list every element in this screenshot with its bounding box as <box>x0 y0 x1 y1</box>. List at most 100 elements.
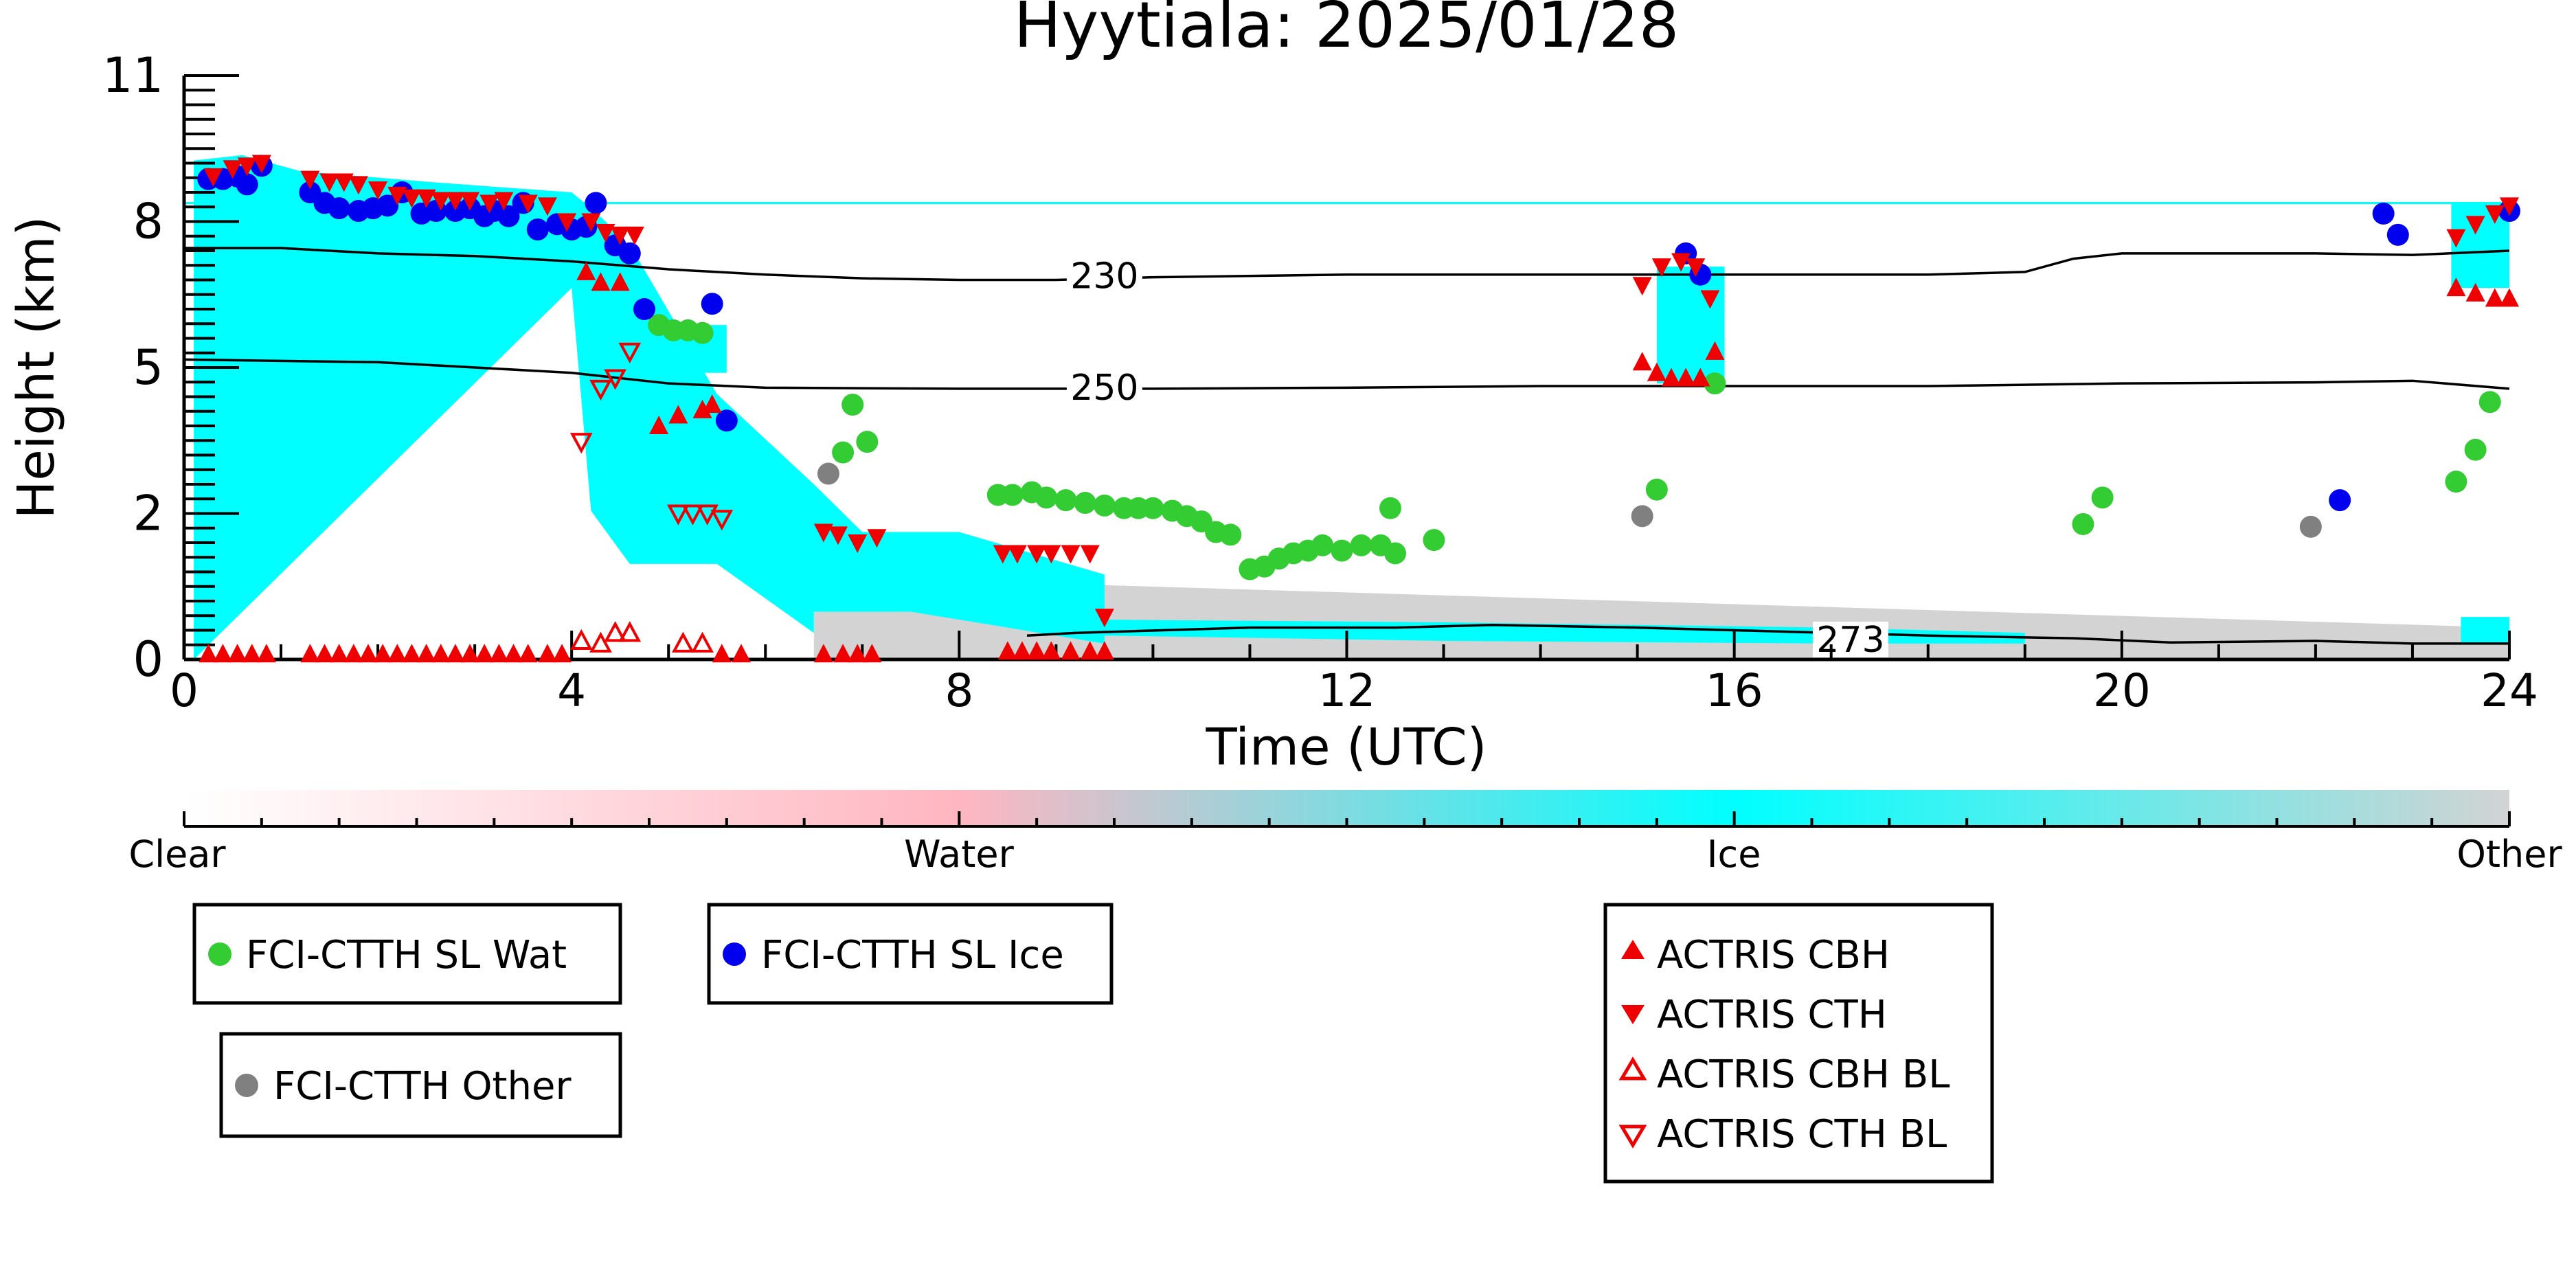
marker-triangle-up <box>329 644 349 663</box>
marker-triangle-down <box>1061 545 1081 564</box>
marker-triangle-up <box>445 644 465 663</box>
marker-triangle-down <box>223 160 242 179</box>
marker-circle <box>841 394 864 416</box>
ice-region-4 <box>2461 617 2509 644</box>
marker-circle <box>328 197 350 220</box>
legend-fci-wat: FCI-CTTH SL Wat <box>192 903 622 1005</box>
marker-circle <box>2372 202 2395 225</box>
legend-marker-actris-cbh-bl <box>1618 1057 1647 1081</box>
marker-triangle-up-open <box>618 621 642 642</box>
marker-triangle-up <box>591 272 611 291</box>
marker-triangle-up <box>416 644 436 663</box>
marker-circle <box>1093 494 1116 517</box>
marker-triangle-down <box>402 189 422 208</box>
marker-triangle-down <box>460 192 480 211</box>
contour-line-230 <box>184 247 2510 282</box>
marker-circle <box>2445 471 2467 493</box>
y-axis-ticks: 0 2 5 8 11 <box>102 47 239 688</box>
marker-triangle-down <box>237 157 257 177</box>
colorbar: Clear Water Ice Other <box>128 790 2562 876</box>
marker-circle <box>1631 505 1653 528</box>
contour-label-230: 230 <box>1070 256 1138 297</box>
contour-label-bg-230 <box>1066 258 1142 294</box>
marker-circle <box>1311 534 1334 556</box>
marker-triangle-down-open <box>681 504 704 526</box>
marker-circle <box>1423 529 1445 552</box>
marker-triangle-up <box>576 261 596 280</box>
marker-triangle-up <box>702 394 722 414</box>
series-4 <box>203 155 2519 628</box>
legend-marker-actris-cth <box>1621 1005 1645 1024</box>
marker-circle <box>2299 515 2322 538</box>
marker-triangle-up <box>848 644 868 663</box>
marker-triangle-up <box>1027 641 1047 660</box>
x-tick-label: 4 <box>557 664 586 717</box>
x-tick-label: 20 <box>2093 664 2151 717</box>
marker-circle <box>2091 486 2114 509</box>
marker-triangle-down <box>1094 609 1114 628</box>
marker-triangle-up <box>315 644 335 663</box>
legend-label-actris-cth-bl: ACTRIS CTH BL <box>1657 1112 1947 1157</box>
marker-triangle-down <box>203 168 223 187</box>
y-tick-label: 11 <box>102 47 163 104</box>
marker-triangle-up <box>712 644 732 663</box>
marker-triangle-up-open <box>691 631 714 653</box>
colorbar-label-other: Other <box>2456 833 2562 876</box>
marker-triangle-up <box>300 644 320 663</box>
x-tick-label: 16 <box>1706 664 1763 717</box>
marker-triangle-down <box>319 173 339 192</box>
contour-label-250: 250 <box>1070 368 1138 409</box>
marker-triangle-up <box>668 405 688 424</box>
marker-triangle-up <box>475 644 495 663</box>
marker-circle <box>715 409 738 432</box>
marker-circle <box>1074 492 1096 515</box>
marker-triangle-down <box>1686 258 1706 278</box>
marker-triangle-up <box>199 644 218 663</box>
marker-circle <box>1035 486 1058 509</box>
x-tick-label: 0 <box>170 664 199 717</box>
marker-triangle-up <box>242 644 262 663</box>
marker-triangle-up <box>1647 362 1667 381</box>
y-tick-label: 0 <box>133 631 163 688</box>
marker-circle <box>2329 489 2351 512</box>
marker-triangle-up <box>504 644 523 663</box>
marker-triangle-down <box>2465 216 2485 235</box>
marker-circle <box>1379 497 1401 519</box>
y-tick-label: 2 <box>133 486 163 542</box>
contour-line-250 <box>183 358 2510 390</box>
contour-label-bg-250 <box>1066 369 1142 405</box>
marker-triangle-up <box>997 641 1017 660</box>
marker-triangle-up <box>1041 641 1061 660</box>
colorbar-label-water: Water <box>904 833 1014 876</box>
marker-circle <box>1001 484 1024 506</box>
marker-triangle-up <box>256 644 276 663</box>
ice-region-3 <box>2451 203 2509 289</box>
marker-triangle-down <box>596 223 615 242</box>
x-axis-ticks: 0 4 8 12 16 20 24 <box>170 631 2538 717</box>
marker-triangle-down <box>348 176 368 195</box>
marker-triangle-up <box>1705 341 1725 360</box>
marker-triangle-down-open <box>604 369 626 390</box>
marker-triangle-up <box>2500 288 2519 307</box>
marker-triangle-up <box>692 399 712 418</box>
marker-triangle-down <box>479 194 499 214</box>
marker-triangle-down <box>431 192 451 211</box>
marker-circle <box>1384 542 1407 565</box>
marker-triangle-up <box>2446 278 2466 297</box>
series-6 <box>569 342 734 531</box>
marker-circle <box>2072 512 2094 535</box>
marker-circle <box>618 242 641 264</box>
marker-triangle-up <box>1661 368 1681 387</box>
marker-circle <box>2464 438 2487 461</box>
marker-triangle-up <box>373 644 393 663</box>
marker-triangle-up <box>2465 282 2485 302</box>
ice-region-2 <box>1656 267 1725 384</box>
marker-triangle-down <box>251 155 271 174</box>
marker-triangle-up <box>1013 641 1032 660</box>
y-tick-label: 8 <box>133 194 163 250</box>
series-3 <box>199 261 2519 663</box>
marker-triangle-up <box>610 272 630 291</box>
marker-circle <box>526 218 549 241</box>
marker-triangle-down <box>1041 545 1061 564</box>
